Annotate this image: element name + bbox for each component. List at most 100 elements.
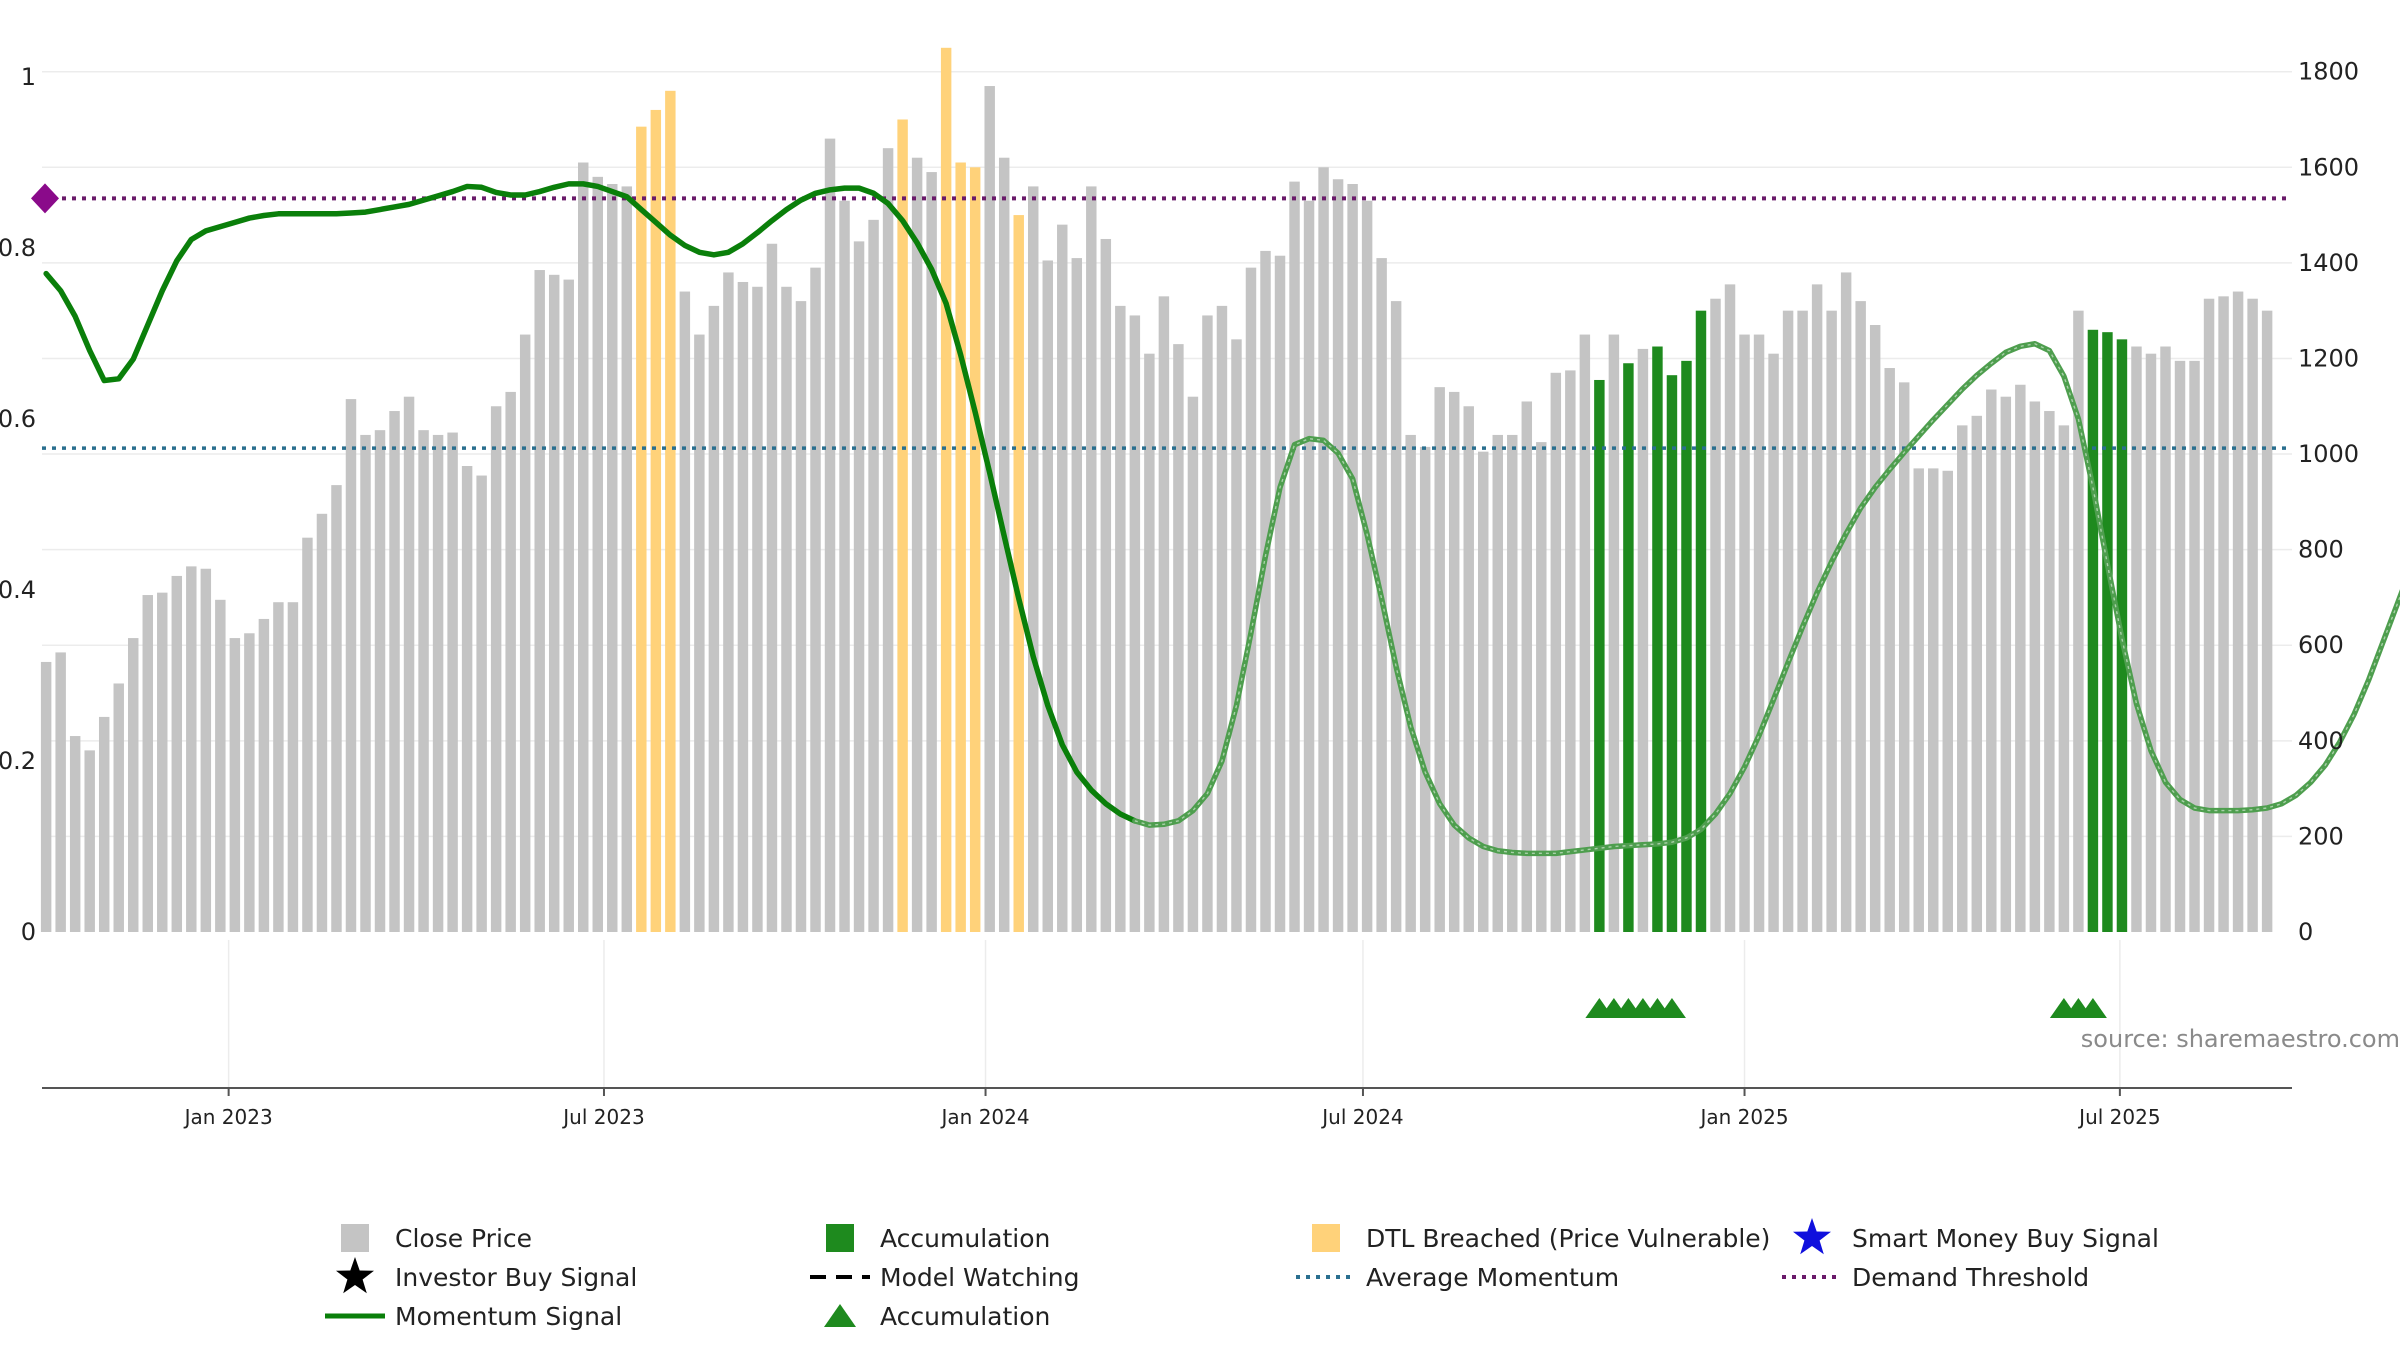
close-price-bar (752, 286, 763, 932)
close-price-bar (839, 200, 850, 932)
close-price-bar (694, 334, 705, 933)
dtl-breached-bar (1013, 215, 1024, 933)
close-price-bar (1507, 434, 1518, 932)
close-price-bar (1579, 334, 1591, 933)
close-price-bar (1565, 370, 1576, 932)
accumulation-bar (1594, 379, 1605, 932)
close-price-bar (1986, 389, 1997, 932)
close-price-bar (578, 162, 589, 932)
close-price-bar (287, 602, 299, 932)
accumulation-bar (1652, 346, 1663, 932)
close-price-bar (1434, 387, 1445, 933)
close-price-bar (810, 267, 821, 933)
close-price-bar (1187, 396, 1199, 932)
close-price-bar (1144, 353, 1155, 933)
close-price-bar (2218, 296, 2229, 932)
dtl-breached-bar (636, 126, 647, 932)
y-right-tick-label: 1600 (2298, 153, 2359, 181)
y-right-tick-label: 1400 (2298, 249, 2359, 277)
close-price-bar (229, 638, 241, 932)
legend-label-demand-threshold: Demand Threshold (1852, 1263, 2089, 1292)
close-price-bar (853, 241, 865, 932)
close-price-bar (737, 281, 749, 932)
close-price-bar (157, 592, 168, 932)
close-price-bar (2131, 346, 2142, 932)
close-price-bar (2044, 411, 2055, 932)
close-price-bar (1724, 284, 1736, 932)
close-price-bar (1782, 310, 1794, 933)
y-right-tick-label: 0 (2298, 918, 2313, 946)
legend-swatch (1312, 1224, 1340, 1252)
close-price-bar (1158, 296, 1170, 932)
legend-label-accumulation: Accumulation (880, 1224, 1050, 1253)
close-price-bar (461, 466, 473, 932)
close-price-bar (418, 430, 429, 932)
close-price-bar (1913, 468, 1924, 932)
close-price-bar (621, 186, 633, 932)
close-price-bar (258, 618, 270, 932)
close-price-bar (476, 475, 487, 932)
accumulation-marker (2078, 998, 2107, 1018)
close-price-bar (563, 279, 574, 933)
close-price-bar (868, 219, 879, 932)
close-price-bars (40, 47, 2273, 933)
close-price-bar (84, 750, 95, 932)
close-price-bar (1086, 186, 1097, 932)
close-price-bar (2015, 384, 2026, 932)
close-price-bar (113, 683, 124, 932)
close-price-bar (1173, 344, 1184, 933)
demand-threshold-marker (31, 183, 59, 214)
close-price-bar (403, 396, 415, 932)
close-price-bar (1942, 470, 1953, 932)
legend-label-close-price: Close Price (395, 1224, 532, 1253)
close-price-bar (1231, 339, 1242, 932)
close-price-bar (708, 305, 720, 932)
close-price-bar (1739, 334, 1750, 933)
close-price-bar (345, 399, 357, 933)
close-price-bar (2058, 425, 2070, 932)
close-price-bar (1492, 434, 1503, 932)
close-price-bar (360, 434, 371, 932)
close-price-bar (2160, 346, 2171, 932)
close-price-bar (1042, 260, 1053, 932)
close-price-bar (679, 291, 691, 932)
close-price-bar (1550, 372, 1562, 932)
legend-triangle-icon (824, 1304, 856, 1327)
y-left-tick-label: 0.2 (0, 747, 36, 775)
legend-label-dtl-breached-price-vulnerable: DTL Breached (Price Vulnerable) (1366, 1224, 1770, 1253)
legend-swatch (341, 1224, 369, 1252)
close-price-bar (1115, 305, 1126, 932)
y-left-tick-label: 0.6 (0, 405, 36, 433)
close-price-bar (389, 411, 400, 932)
close-price-bar (171, 575, 183, 932)
close-price-bar (316, 513, 328, 932)
close-price-bar (1855, 301, 1866, 933)
y-right-tick-label: 1200 (2298, 344, 2359, 372)
close-price-bar (1202, 315, 1213, 932)
close-price-bar (2203, 298, 2215, 932)
close-price-bar (1463, 406, 1474, 932)
close-price-bar (374, 430, 386, 932)
close-price-bar (1869, 325, 1881, 932)
dtl-breached-bar (650, 109, 662, 932)
x-tick-label: Jan 2024 (940, 1105, 1030, 1129)
close-price-bar (911, 157, 923, 932)
axes: Jan 2023 Jul 2023 Jan 2024 Jul 2024 Jan 2025… (0, 58, 2359, 1129)
close-price-bar (882, 148, 894, 932)
close-price-bar (1753, 334, 1765, 933)
x-tick-label: Jan 2025 (1698, 1105, 1788, 1129)
close-price-bar (142, 595, 153, 932)
close-price-bar (2261, 310, 2273, 933)
dtl-breached-bar (940, 47, 952, 933)
x-tick-label: Jul 2025 (2077, 1105, 2160, 1129)
legend-label-momentum-signal: Momentum Signal (395, 1302, 622, 1331)
close-price-bar (1057, 224, 1068, 933)
close-price-bar (273, 602, 284, 932)
accumulation-bar (2102, 332, 2113, 933)
close-price-bar (40, 661, 52, 932)
x-tick-label: Jul 2024 (1320, 1105, 1403, 1129)
legend-swatch (826, 1224, 854, 1252)
close-price-bar (1521, 401, 1533, 932)
close-price-bar (69, 736, 81, 932)
